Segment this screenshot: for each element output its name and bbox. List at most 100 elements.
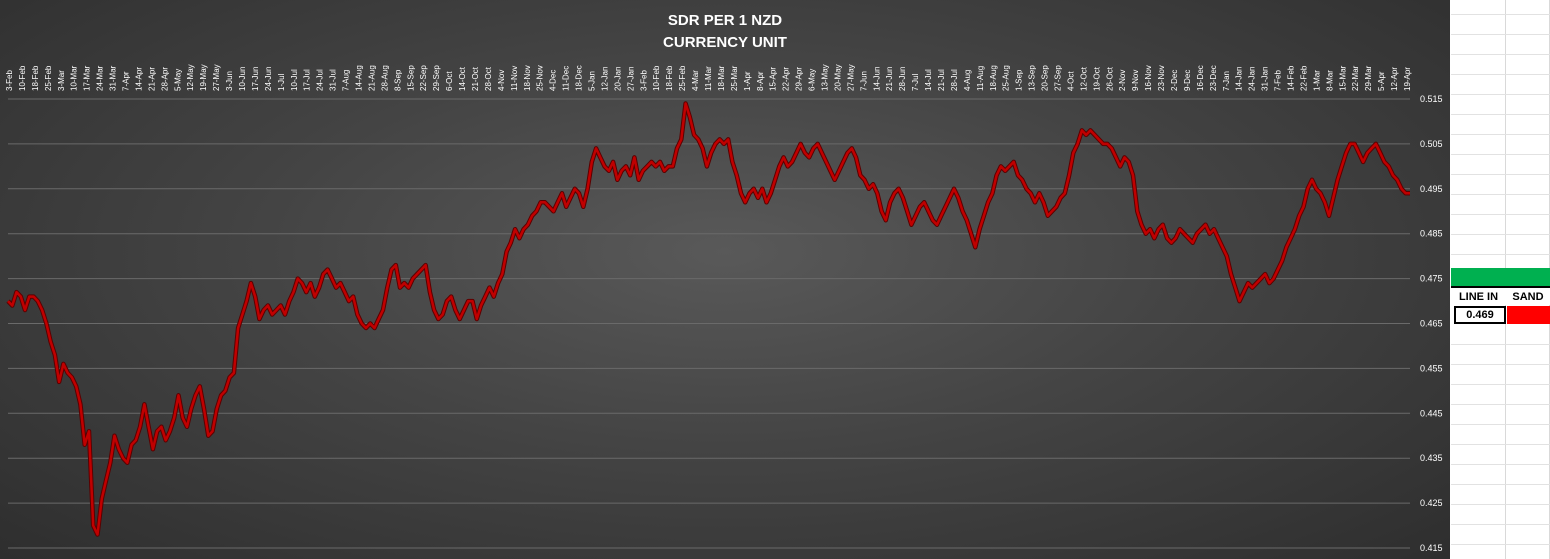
x-tick-label: 11-Dec — [562, 66, 571, 91]
x-tick-label: 24-Jul — [316, 69, 325, 91]
x-tick-label: 7-Jul — [911, 73, 920, 91]
y-tick-label: 0.495 — [1420, 184, 1443, 194]
y-tick-label: 0.445 — [1420, 408, 1443, 418]
series-line-0 — [7, 102, 1410, 536]
x-tick-label: 23-Dec — [1209, 65, 1218, 91]
x-tick-label: 15-Apr — [769, 67, 778, 91]
x-tick-label: 27-Sep — [1054, 65, 1063, 91]
y-tick-label: 0.435 — [1420, 453, 1443, 463]
y-tick-label: 0.505 — [1420, 139, 1443, 149]
x-tick-label: 9-Dec — [1183, 70, 1192, 91]
x-tick-label: 8-Apr — [756, 71, 765, 91]
x-tick-label: 4-Dec — [549, 70, 558, 91]
y-tick-label: 0.485 — [1420, 229, 1443, 239]
x-tick-label: 1-Apr — [743, 71, 752, 91]
x-tick-label: 13-May — [821, 64, 830, 91]
x-tick-label: 1-Mar — [1312, 70, 1321, 91]
x-tick-label: 18-Nov — [523, 65, 532, 91]
x-tick-label: 14-Jan — [1235, 67, 1244, 91]
x-tick-label: 15-Sep — [406, 65, 415, 91]
y-tick-label: 0.515 — [1420, 94, 1443, 104]
x-tick-label: 20-Sep — [1041, 65, 1050, 91]
x-tick-label: 18-Feb — [665, 65, 674, 91]
x-tick-label: 28-Jul — [950, 69, 959, 91]
x-tick-label: 24-Jan — [1248, 67, 1257, 91]
line-chart: 3-Feb 10-Feb 18-Feb 25-Feb 3-Mar 10-Mar 17-Mar… — [6, 12, 1443, 553]
x-tick-label: 8-Sep — [393, 69, 402, 91]
x-tick-label: 9-Nov — [1131, 70, 1140, 91]
x-tick-label: 12-Oct — [1079, 66, 1088, 91]
x-tick-label: 12-Jan — [600, 67, 609, 91]
x-tick-label: 25-Feb — [44, 65, 53, 91]
x-tick-label: 14-Jun — [872, 67, 881, 91]
y-tick-label: 0.425 — [1420, 498, 1443, 508]
x-tick-label: 15-Mar — [1338, 65, 1347, 91]
x-tick-label: 17-Jul — [303, 69, 312, 91]
x-tick-label: 21-Oct — [471, 66, 480, 91]
x-tick-label: 18-Feb — [31, 65, 40, 91]
x-tick-label: 25-Feb — [678, 65, 687, 91]
x-tick-label: 21-Apr — [147, 67, 156, 91]
x-tick-label: 5-May — [173, 69, 182, 91]
chart-subtitle: CURRENCY UNIT — [663, 34, 787, 51]
x-tick-label: 24-Mar — [96, 65, 105, 91]
x-tick-label: 14-Aug — [355, 65, 364, 91]
x-tick-label: 23-Nov — [1157, 65, 1166, 91]
x-tick-label: 4-Oct — [1066, 71, 1075, 91]
x-tick-label: 21-Aug — [367, 65, 376, 91]
x-tick-label: 22-Sep — [419, 65, 428, 91]
x-tick-label: 19-Oct — [1092, 66, 1101, 91]
x-tick-label: 10-Jul — [290, 69, 299, 91]
x-tick-label: 4-Aug — [963, 70, 972, 91]
line-in-value-cell[interactable]: 0.469 — [1454, 306, 1506, 324]
x-tick-label: 22-Feb — [1299, 65, 1308, 91]
x-tick-label: 17-Mar — [83, 65, 92, 91]
x-tick-label: 10-Feb — [18, 65, 27, 91]
x-tick-label: 2-Dec — [1170, 70, 1179, 91]
x-tick-label: 7-Aug — [342, 70, 351, 91]
x-tick-label: 16-Nov — [1144, 65, 1153, 91]
x-tick-label: 8-Mar — [1325, 70, 1334, 91]
x-tick-label: 28-Jun — [898, 67, 907, 91]
x-tick-label: 10-Jun — [238, 67, 247, 91]
x-tick-label: 29-Sep — [432, 65, 441, 91]
x-tick-label: 3-Jun — [225, 71, 234, 91]
x-tick-label: 6-Oct — [445, 71, 454, 91]
sand-header[interactable]: SAND — [1506, 288, 1550, 305]
x-tick-label: 4-Mar — [691, 70, 700, 91]
x-tick-label: 31-Jul — [329, 69, 338, 91]
x-tick-label: 21-Jun — [885, 67, 894, 91]
series-line-shadow — [6, 101, 1410, 537]
x-tick-label: 11-Mar — [704, 66, 713, 91]
sand-status-cell[interactable] — [1507, 306, 1550, 324]
chart-title: SDR PER 1 NZD — [668, 12, 782, 29]
x-tick-label: 18-Mar — [717, 65, 726, 91]
x-tick-label: 18-Dec — [575, 65, 584, 91]
x-tick-label: 22-Apr — [782, 67, 791, 91]
x-tick-label: 6-May — [808, 69, 817, 91]
x-tick-label: 2-Nov — [1118, 70, 1127, 91]
x-tick-label: 26-Oct — [1105, 66, 1114, 91]
green-indicator-bar — [1451, 268, 1550, 286]
x-tick-label: 12-May — [186, 64, 195, 91]
x-tick-label: 27-Jan — [626, 67, 635, 91]
x-tick-label: 14-Oct — [458, 66, 467, 91]
x-tick-label: 25-Aug — [1002, 65, 1011, 91]
y-tick-label: 0.415 — [1420, 543, 1443, 553]
x-tick-label: 18-Aug — [989, 65, 998, 91]
x-tick-label: 27-May — [846, 64, 855, 91]
x-tick-label: 14-Feb — [1287, 65, 1296, 91]
x-tick-label: 21-Jul — [937, 69, 946, 91]
x-tick-label: 14-Jul — [924, 69, 933, 91]
x-tick-label: 28-Apr — [160, 67, 169, 91]
line-in-header[interactable]: LINE IN — [1451, 288, 1506, 305]
x-tick-label: 5-Jan — [588, 71, 597, 91]
x-tick-label: 20-May — [833, 64, 842, 91]
x-tick-label: 10-Mar — [70, 65, 79, 91]
spreadsheet-panel: LINE IN SAND 0.469 — [1451, 0, 1550, 559]
x-tick-label: 3-Feb — [639, 70, 648, 91]
x-tick-label: 11-Aug — [976, 66, 985, 91]
x-tick-label: 17-Jun — [251, 67, 260, 91]
x-tick-label: 16-Dec — [1196, 65, 1205, 91]
x-tick-label: 4-Nov — [497, 70, 506, 91]
